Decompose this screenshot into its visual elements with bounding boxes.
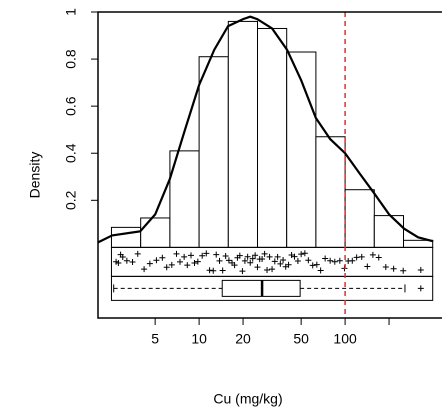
rug-point <box>252 252 259 259</box>
histogram-bar <box>140 217 171 248</box>
rug-point <box>261 250 268 257</box>
rug-point <box>269 266 276 273</box>
rug-point <box>191 260 198 267</box>
rug-point <box>301 250 308 257</box>
rug-point <box>141 266 148 273</box>
rug-point <box>317 267 324 274</box>
y-tick-label: 0.4 <box>63 143 79 163</box>
rug-point <box>264 266 271 273</box>
rug-point <box>129 259 136 266</box>
x-tick-label: 5 <box>151 331 159 347</box>
y-tick-label: 0.8 <box>63 49 79 69</box>
rug-point <box>247 259 254 266</box>
histogram-bar <box>110 226 142 248</box>
rug-point <box>184 262 191 269</box>
rug-point <box>225 257 232 264</box>
histogram-bar <box>286 51 317 248</box>
y-axis-label: Density <box>27 152 43 199</box>
rug-point <box>199 252 206 259</box>
rug-point <box>309 262 316 269</box>
rug-point <box>236 252 243 259</box>
rug-point <box>249 255 256 262</box>
rug-point <box>390 265 397 272</box>
rug-point <box>375 254 382 261</box>
rug-point <box>400 267 407 274</box>
rug-point <box>115 260 122 267</box>
histogram-bar <box>198 56 229 248</box>
histogram-bar <box>315 136 346 248</box>
rug-point <box>254 264 261 271</box>
x-tick-label: 50 <box>293 331 309 347</box>
y-tick-label: 0.6 <box>63 96 79 116</box>
rug-point <box>353 254 360 261</box>
rug-point <box>291 253 298 260</box>
rug-point <box>173 250 180 257</box>
rug-point <box>210 267 217 274</box>
rug-point <box>382 263 389 270</box>
x-tick-label: 100 <box>333 331 357 347</box>
rug-point <box>216 257 223 264</box>
rug-point <box>336 257 343 264</box>
rug-point <box>277 260 284 267</box>
rug-point <box>298 251 305 258</box>
rug-point <box>222 252 229 259</box>
rug-point <box>244 253 251 260</box>
rug-point <box>159 254 166 261</box>
rug-point <box>417 266 424 273</box>
x-tick-label: 20 <box>235 331 251 347</box>
rug-point <box>358 253 365 260</box>
rug-point <box>313 261 320 268</box>
histogram-bar <box>227 20 259 248</box>
density-curve <box>97 15 434 244</box>
rug-point <box>327 257 334 264</box>
rug-point <box>134 250 141 257</box>
rug-point <box>206 267 213 274</box>
rug-point <box>146 260 153 267</box>
rug-point <box>119 254 126 261</box>
rug-point <box>163 264 170 271</box>
rug-point <box>331 258 338 265</box>
rug-point <box>259 256 266 263</box>
rug-point <box>305 257 312 264</box>
rug-point <box>271 258 278 265</box>
rug-point <box>177 258 184 265</box>
rug-point <box>369 251 376 258</box>
boxplot-panel <box>110 275 434 301</box>
rug-point <box>239 268 246 275</box>
y-tick-label: 1 <box>63 8 79 16</box>
rug-point <box>294 257 301 264</box>
rug-point <box>123 257 130 264</box>
rug-point <box>285 261 292 268</box>
x-axis-label: Cu (mg/kg) <box>213 391 282 407</box>
rug-point <box>266 253 273 260</box>
rug-point <box>274 253 281 260</box>
rug-point <box>213 251 220 258</box>
rug-point <box>349 257 356 264</box>
rug-point <box>187 252 194 259</box>
rug-point <box>241 257 248 264</box>
histogram-bar <box>169 150 200 248</box>
histogram-bar <box>344 189 375 248</box>
histogram-bar <box>373 215 405 248</box>
rug-point <box>203 250 210 257</box>
rug-point <box>219 267 226 274</box>
rug-point <box>168 261 175 268</box>
rug-point <box>181 253 188 260</box>
y-tick-label: 0.2 <box>63 190 79 210</box>
x-tick-label: 10 <box>191 331 207 347</box>
histogram-bar <box>403 239 434 248</box>
rug-point <box>280 257 287 264</box>
rug-point <box>231 262 238 269</box>
boxplot-outlier <box>417 285 424 292</box>
rug-point <box>153 257 160 264</box>
rug-point <box>194 258 201 265</box>
rug-point <box>322 255 329 262</box>
histogram-bar <box>257 27 288 248</box>
rug-point <box>364 263 371 270</box>
